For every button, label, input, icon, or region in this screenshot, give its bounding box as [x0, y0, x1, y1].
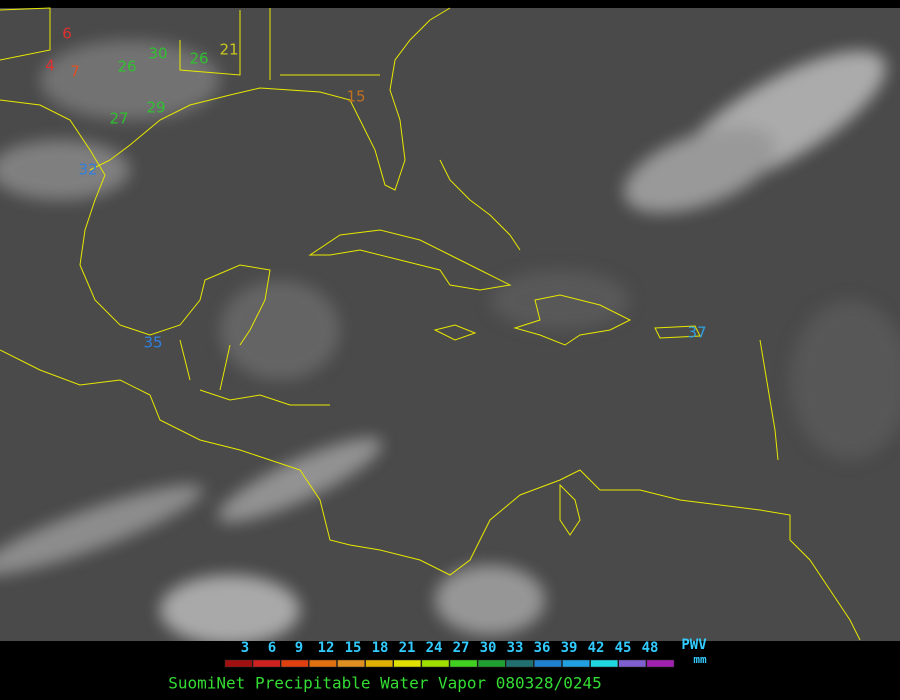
colorbar-tick-label: 30 [480, 640, 497, 656]
station-value: 21 [219, 41, 238, 59]
colorbar-swatch [421, 659, 450, 668]
colorbar-tick-label: 18 [372, 640, 389, 656]
station-labels: 64 7 26 30 26 21 27 29 15 32 35 37 [45, 25, 706, 352]
colorbar-tick-label: 21 [399, 640, 416, 656]
colorbar-tick-label: 45 [615, 640, 632, 656]
unit-sub-label: mm [693, 653, 707, 666]
station-value: 29 [146, 99, 165, 117]
colorbar-swatch [252, 659, 281, 668]
station-value: 7 [70, 63, 80, 81]
colorbar-tick-label: 3 [241, 640, 249, 656]
colorbar-swatch [477, 659, 506, 668]
colorbar-swatch [534, 659, 562, 668]
colorbar-tick-label: 12 [318, 640, 335, 656]
colorbar-tick-label: 42 [588, 640, 605, 656]
station-value: 27 [109, 110, 128, 128]
legend-panel [0, 641, 900, 700]
station-value: 4 [45, 57, 55, 75]
colorbar-swatch [590, 659, 618, 668]
satellite-image [0, 8, 900, 645]
station-value: 6 [62, 25, 72, 43]
station-value: 15 [346, 88, 365, 106]
colorbar: 3 6 9 12 15 18 21 24 27 30 33 36 39 42 45 48 [224, 640, 675, 668]
station-value: 26 [117, 58, 136, 76]
colorbar-tick-label: 9 [295, 640, 303, 656]
colorbar-swatch [365, 659, 393, 668]
colorbar-swatch [393, 659, 422, 668]
unit-label: PWV [681, 637, 707, 653]
colorbar-tick-label: 15 [345, 640, 362, 656]
colorbar-tick-label: 6 [268, 640, 276, 656]
colorbar-swatch [224, 659, 253, 668]
colorbar-swatch [449, 659, 478, 668]
colorbar-tick-label: 24 [426, 640, 443, 656]
colorbar-tick-label: 48 [642, 640, 659, 656]
colorbar-swatch [646, 659, 675, 668]
coastlines [0, 7, 861, 641]
colorbar-swatch [281, 659, 309, 668]
colorbar-tick-label: 27 [453, 640, 470, 656]
colorbar-tick-label: 39 [561, 640, 578, 656]
station-value: 32 [78, 161, 97, 179]
station-value: 37 [687, 324, 706, 342]
colorbar-swatch [562, 659, 590, 668]
colorbar-tick-label: 36 [534, 640, 551, 656]
colorbar-swatch [337, 659, 365, 668]
station-value: 30 [148, 45, 167, 63]
colorbar-swatch [309, 659, 337, 668]
colorbar-tick-label: 33 [507, 640, 524, 656]
colorbar-swatch [618, 659, 647, 668]
station-value: 35 [143, 334, 162, 352]
map-title: SuomiNet Precipitable Water Vapor 080328… [168, 674, 601, 693]
station-value: 26 [189, 50, 208, 68]
colorbar-swatch [506, 659, 534, 668]
